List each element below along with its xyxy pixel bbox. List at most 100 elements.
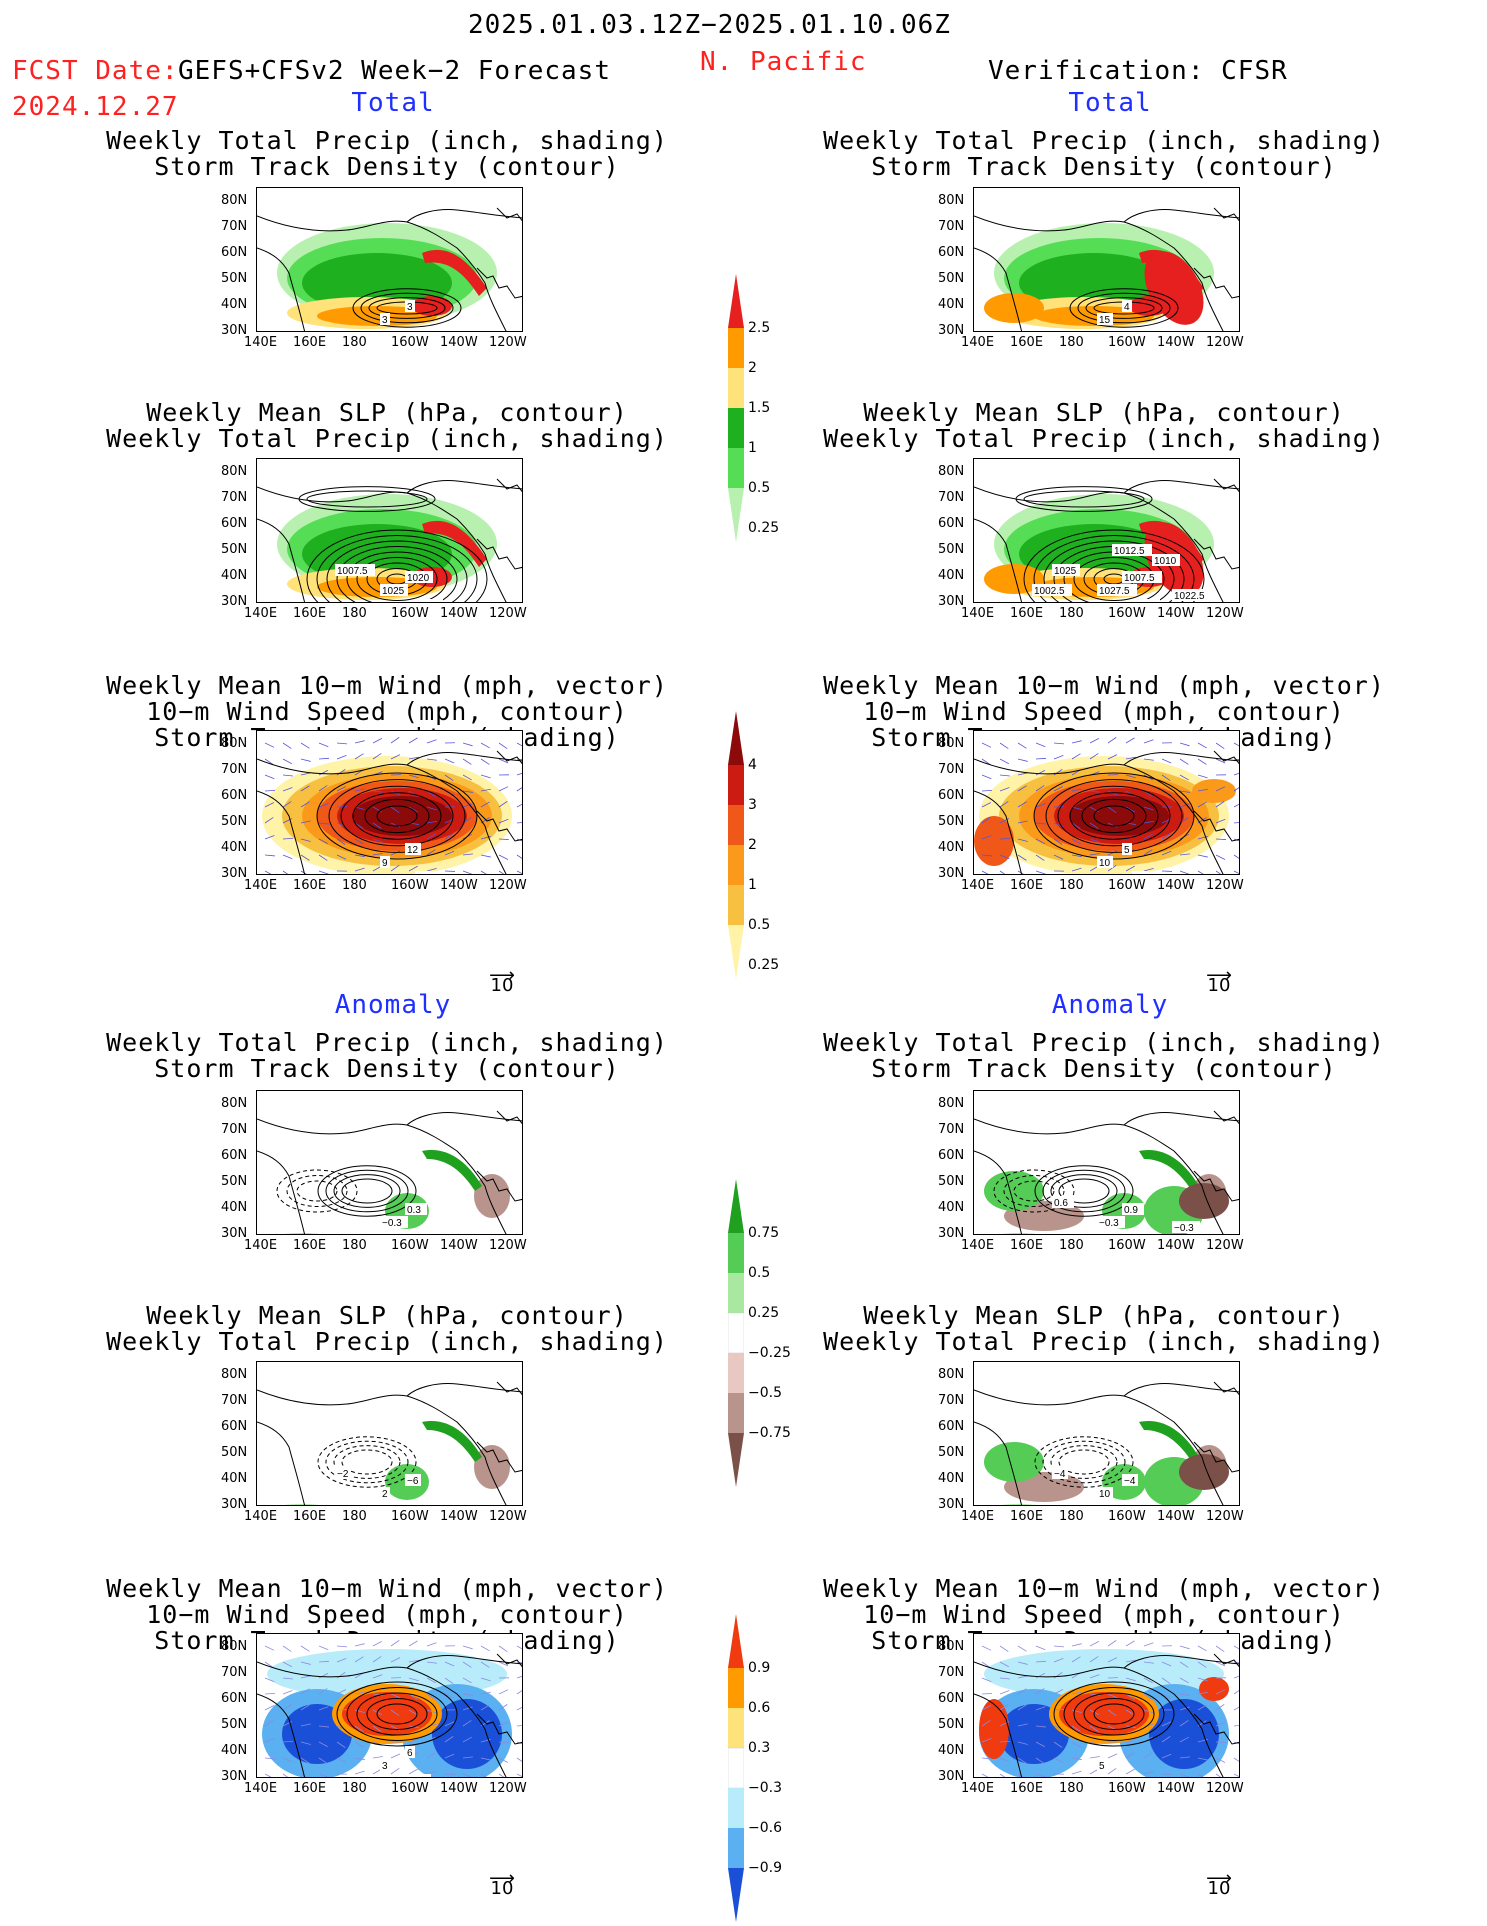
contour-label: 0.5: [417, 330, 431, 332]
lat-label: 70N: [938, 1393, 964, 1408]
colorbar-label: 0.3: [748, 1740, 770, 1756]
colorbar-swatch: [728, 274, 744, 328]
colorbar-swatch: [728, 1828, 744, 1868]
lon-label: 160W: [1108, 335, 1146, 350]
lon-label: 140W: [440, 1509, 478, 1524]
lon-label: 160W: [391, 878, 429, 893]
lat-label: 50N: [938, 1717, 964, 1732]
lat-label: 60N: [938, 1691, 964, 1706]
lon-label: 120W: [1206, 1781, 1244, 1796]
title-line-2: 10−m Wind Speed (mph, contour): [146, 697, 628, 726]
map-canvas: 1027.51007.51005103010251022.51002.51010…: [974, 459, 1240, 603]
contour-label: 1012.5: [1114, 546, 1145, 557]
title-line-2: Weekly Total Precip (inch, shading): [106, 424, 668, 453]
colorbar-label: 0.9: [748, 1660, 770, 1676]
colorbar-swatch: [728, 328, 744, 368]
map-canvas: 330.50.25: [257, 188, 523, 332]
lat-label: 40N: [938, 568, 964, 583]
lat-label: 40N: [221, 840, 247, 855]
colorbar-swatch: [728, 765, 744, 805]
lon-label: 140E: [244, 1509, 277, 1524]
title-line-1: Weekly Mean SLP (hPa, contour): [863, 398, 1345, 427]
lon-label: 160W: [1108, 606, 1146, 621]
colorbar-swatch: [728, 1614, 744, 1668]
colorbar-label: 1: [748, 440, 757, 456]
colorbar-swatch: [728, 925, 744, 979]
contour-label: 15: [1099, 315, 1111, 326]
lon-label: 160E: [1010, 1509, 1043, 1524]
lat-label: 40N: [221, 1471, 247, 1486]
colorbar-storm-anomaly: [728, 1610, 744, 1926]
vector-arrow-icon: ⟶: [482, 1868, 522, 1878]
lat-label: 70N: [221, 1122, 247, 1137]
lat-label: 80N: [938, 1367, 964, 1382]
lat-label: 50N: [221, 271, 247, 286]
lat-label: 40N: [221, 1200, 247, 1215]
lon-label: 140W: [440, 606, 478, 621]
lon-label: 180: [1059, 1781, 1084, 1796]
map-panel-p3L: 912153: [256, 730, 523, 875]
contour-label: 0.9: [1124, 1205, 1138, 1216]
lat-label: 50N: [938, 1174, 964, 1189]
contour-label: 4: [1124, 302, 1130, 313]
colorbar-swatch: [728, 1353, 744, 1393]
map-canvas: 15 4: [974, 188, 1240, 332]
lon-label: 140E: [244, 1781, 277, 1796]
lon-label: 180: [1059, 606, 1084, 621]
colorbar-label: −0.75: [748, 1425, 791, 1441]
title-line-2: Weekly Total Precip (inch, shading): [823, 424, 1385, 453]
lon-label: 180: [342, 1781, 367, 1796]
verification-label: Verification: CFSR: [988, 56, 1288, 86]
lat-label: 60N: [938, 788, 964, 803]
lat-label: 50N: [221, 1174, 247, 1189]
contour-label: 10: [1099, 1489, 1111, 1500]
lon-label: 120W: [489, 1509, 527, 1524]
contour-label: 1007.5: [337, 566, 368, 577]
contour-label: 1025: [1054, 566, 1077, 577]
lat-label: 40N: [221, 568, 247, 583]
contour-label: 9: [382, 858, 388, 869]
lat-label: 80N: [938, 736, 964, 751]
map-panel-p5L: 2−64−6−2: [256, 1361, 523, 1506]
title-line-2: Storm Track Density (contour): [871, 152, 1337, 181]
contour-label: 1005: [1134, 601, 1157, 603]
title-line-1: Weekly Mean 10−m Wind (mph, vector): [823, 671, 1385, 700]
contour-label: 1027.5: [1099, 586, 1130, 597]
lat-label: 50N: [221, 1717, 247, 1732]
lon-label: 140W: [1157, 606, 1195, 621]
lat-label: 70N: [938, 762, 964, 777]
lon-label: 160E: [293, 606, 326, 621]
lon-label: 160E: [1010, 1238, 1043, 1253]
title-slp-precip-l2: Weekly Mean SLP (hPa, contour)Weekly Tot…: [87, 1303, 687, 1355]
colorbar-swatch: [728, 408, 744, 448]
colorbar-swatch: [728, 885, 744, 925]
colorbar-swatch: [728, 711, 744, 765]
map-canvas: 2−64−6−2: [257, 1362, 523, 1506]
lon-label: 140E: [961, 606, 994, 621]
colorbar-storm-total: [728, 707, 744, 983]
colorbar-swatch: [728, 1233, 744, 1273]
title-line-1: Weekly Total Precip (inch, shading): [106, 126, 668, 155]
title-line-2: Weekly Total Precip (inch, shading): [106, 1327, 668, 1356]
title-slp-precip-r2: Weekly Mean SLP (hPa, contour)Weekly Tot…: [804, 1303, 1404, 1355]
lat-label: 40N: [938, 840, 964, 855]
lon-label: 140E: [244, 878, 277, 893]
lon-label: 160E: [1010, 606, 1043, 621]
lat-label: 60N: [938, 1148, 964, 1163]
colorbar-label: 4: [748, 757, 757, 773]
fcst-model-label: GEFS+CFSv2 Week−2 Forecast: [178, 56, 611, 86]
vector-arrow-icon: ⟶: [482, 965, 522, 975]
lat-label: 70N: [221, 1665, 247, 1680]
lat-label: 80N: [221, 464, 247, 479]
map-canvas: −0.30.3: [257, 1091, 523, 1235]
colorbar-label: −0.25: [748, 1345, 791, 1361]
lon-label: 140E: [961, 1509, 994, 1524]
contour-label: 1010: [1154, 556, 1177, 567]
colorbar-label: 0.75: [748, 1225, 779, 1241]
lon-label: 140E: [244, 606, 277, 621]
lon-label: 120W: [1206, 1509, 1244, 1524]
title-slp-precip-r1: Weekly Mean SLP (hPa, contour)Weekly Tot…: [804, 400, 1404, 452]
lon-label: 120W: [1206, 606, 1244, 621]
